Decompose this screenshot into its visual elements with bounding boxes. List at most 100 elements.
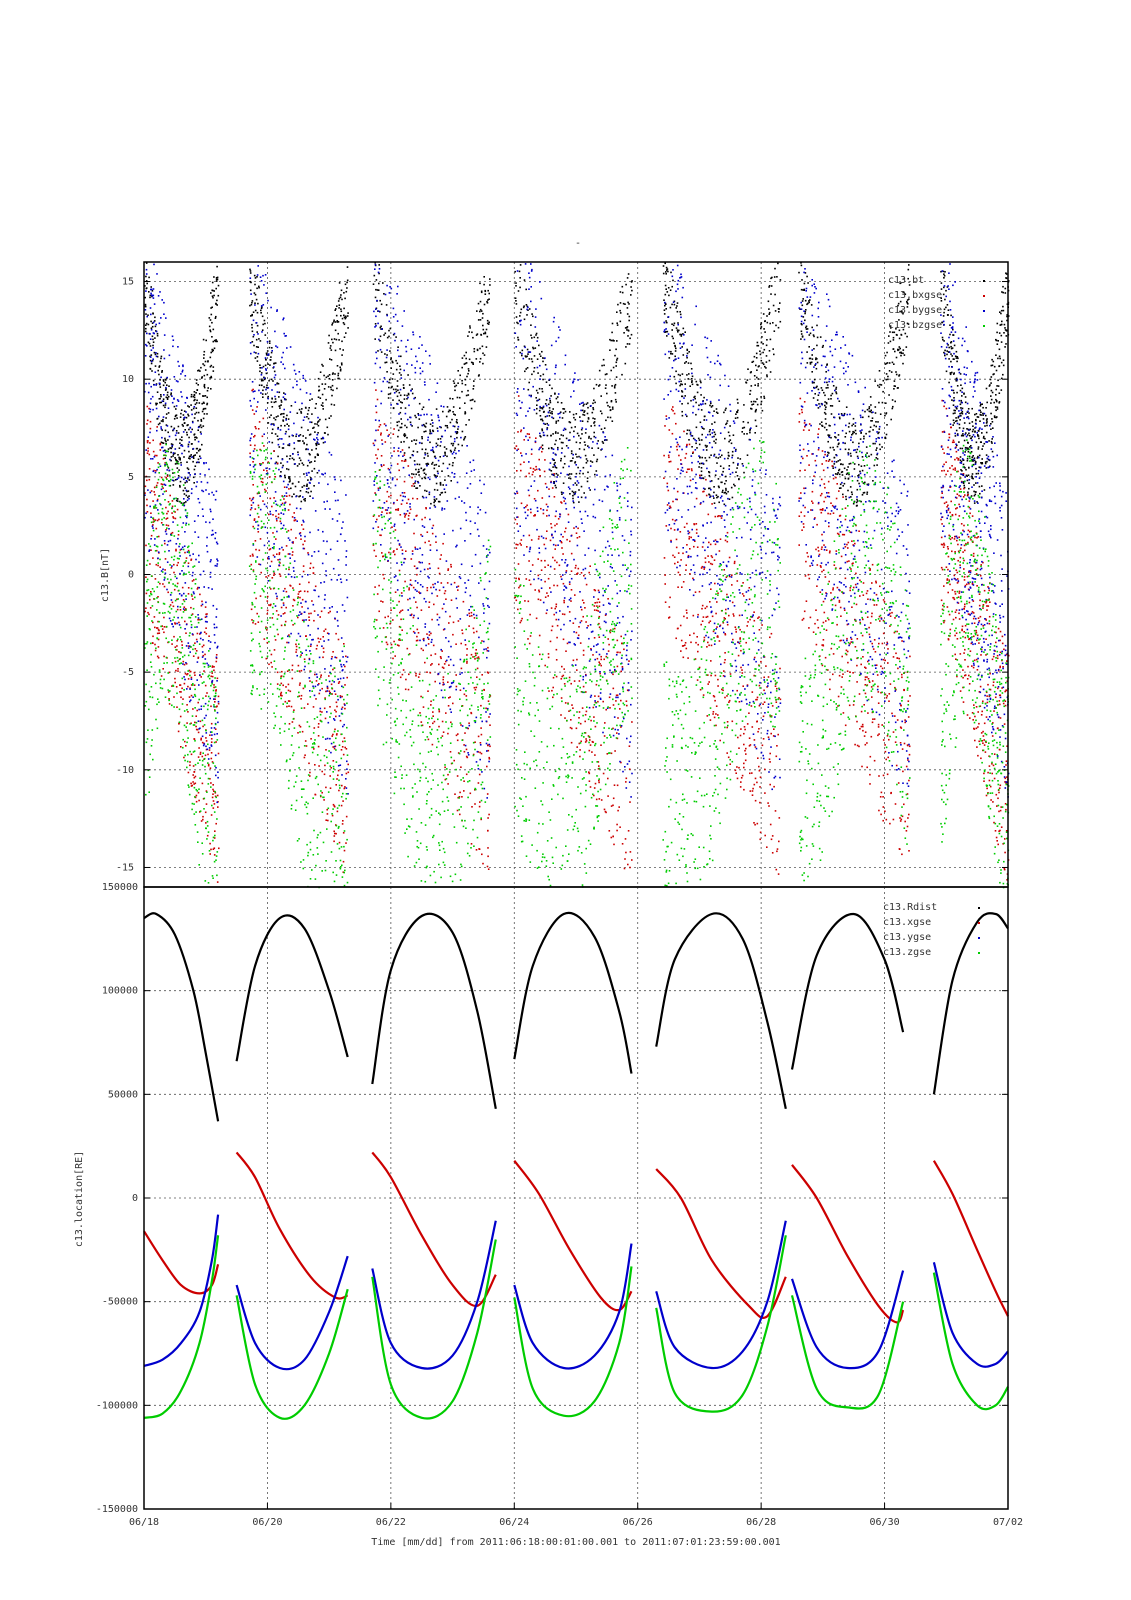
scatter-point <box>322 530 324 533</box>
scatter-point <box>314 764 316 766</box>
scatter-point <box>442 484 444 486</box>
scatter-point <box>305 472 308 475</box>
scatter-point <box>210 744 213 746</box>
scatter-point <box>317 396 320 398</box>
scatter-point <box>176 478 178 480</box>
scatter-point <box>170 447 173 450</box>
scatter-point <box>373 626 375 628</box>
scatter-point <box>346 702 348 705</box>
scatter-point <box>200 737 202 740</box>
scatter-point <box>159 566 161 568</box>
scatter-point <box>162 442 165 444</box>
scatter-point <box>299 495 301 497</box>
scatter-point <box>145 382 147 385</box>
scatter-point <box>476 676 478 678</box>
scatter-point <box>193 454 195 457</box>
scatter-point <box>591 461 594 463</box>
scatter-point <box>418 402 421 405</box>
scatter-point <box>273 370 276 373</box>
scatter-point <box>337 730 339 732</box>
scatter-point <box>161 544 163 547</box>
scatter-point <box>204 616 207 618</box>
scatter-point <box>145 290 147 292</box>
scatter-point <box>430 750 432 752</box>
scatter-point <box>216 278 219 281</box>
scatter-point <box>296 520 298 522</box>
scatter-point <box>171 468 174 471</box>
scatter-point <box>432 451 435 454</box>
scatter-point <box>213 727 216 729</box>
scatter-point <box>483 303 486 306</box>
scatter-point <box>288 700 291 702</box>
scatter-point <box>428 601 431 603</box>
scatter-point <box>190 722 192 725</box>
scatter-point <box>421 370 424 373</box>
scatter-point <box>179 484 181 487</box>
scatter-point <box>413 485 416 487</box>
scatter-point <box>191 613 194 615</box>
scatter-point <box>182 565 184 567</box>
scatter-point <box>281 598 284 601</box>
scatter-point <box>438 823 441 826</box>
scatter-point <box>154 649 157 652</box>
scatter-point <box>254 390 256 392</box>
scatter-point <box>215 660 218 663</box>
scatter-point <box>386 314 388 317</box>
scatter-point <box>391 737 393 740</box>
scatter-point <box>198 461 200 464</box>
scatter-point <box>269 527 272 529</box>
scatter-point <box>256 406 258 408</box>
scatter-point <box>396 463 399 465</box>
scatter-point <box>194 616 197 618</box>
scatter-point <box>391 662 393 665</box>
scatter-point <box>205 462 207 464</box>
scatter-point <box>267 299 269 302</box>
scatter-point <box>145 322 148 325</box>
scatter-point <box>210 745 213 747</box>
scatter-point <box>149 411 151 413</box>
scatter-point <box>189 687 191 689</box>
scatter-point <box>427 643 430 645</box>
scatter-point <box>432 430 435 433</box>
scatter-point <box>334 656 336 659</box>
scatter-point <box>423 568 426 571</box>
scatter-point <box>298 457 301 459</box>
scatter-point <box>277 382 280 385</box>
scatter-point <box>330 664 332 667</box>
scatter-point <box>330 693 332 695</box>
scatter-point <box>305 619 307 621</box>
scatter-point <box>447 475 450 477</box>
scatter-point <box>419 712 421 714</box>
scatter-point <box>433 496 436 498</box>
scatter-point <box>408 446 410 449</box>
scatter-point <box>280 716 282 718</box>
scatter-point <box>433 467 436 470</box>
scatter-point <box>347 771 350 774</box>
scatter-point <box>471 565 473 567</box>
scatter-point <box>212 788 214 791</box>
scatter-point <box>262 417 265 420</box>
scatter-point <box>331 814 334 817</box>
scatter-point <box>199 759 201 761</box>
scatter-point <box>194 824 197 826</box>
scatter-point <box>251 330 254 333</box>
scatter-point <box>443 851 446 854</box>
scatter-point <box>342 800 344 802</box>
scatter-point <box>386 509 389 511</box>
scatter-point <box>394 771 396 773</box>
scatter-point <box>425 350 427 352</box>
scatter-point <box>211 666 214 668</box>
scatter-point <box>412 796 414 798</box>
scatter-point <box>410 348 413 350</box>
scatter-point <box>324 472 326 475</box>
scatter-point <box>163 301 165 304</box>
scatter-point <box>286 468 288 470</box>
scatter-point <box>159 465 162 467</box>
scatter-point <box>255 322 258 324</box>
scatter-point <box>342 725 344 728</box>
scatter-point <box>184 429 186 431</box>
scatter-point <box>191 542 193 545</box>
scatter-point <box>412 616 415 619</box>
scatter-point <box>480 333 482 336</box>
scatter-point <box>263 638 266 640</box>
